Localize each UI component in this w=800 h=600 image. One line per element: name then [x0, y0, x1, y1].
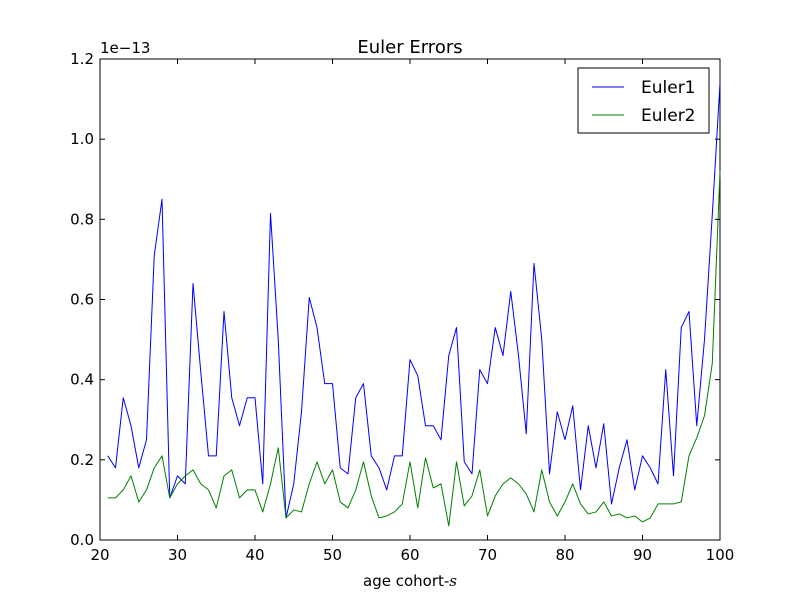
y-scale-offset-label: 1e−13: [100, 39, 150, 57]
x-axis-label-math: s: [449, 572, 457, 590]
series-line-euler2: [107, 171, 721, 527]
x-axis-label: age cohort-s: [363, 572, 457, 590]
plot-area: [99, 58, 721, 541]
x-tick-label: 90: [633, 546, 652, 564]
x-tick-label: 50: [323, 546, 342, 564]
y-tick-label: 1.0: [70, 130, 94, 148]
x-tick-label: 70: [478, 546, 497, 564]
ticks-layer: 20 30 40 50 60 70 80 90 100 0.0 0.2 0.4 0.6 0.8 1.0 1.2: [70, 50, 734, 564]
y-tick-label: 0.6: [70, 291, 94, 309]
legend-label-euler2: Euler2: [641, 106, 696, 126]
x-tick-label: 40: [245, 546, 264, 564]
x-tick-label: 30: [168, 546, 187, 564]
series-line-euler1: [107, 83, 721, 519]
x-tick-label: 80: [555, 546, 574, 564]
x-axis-label-text: age cohort-: [363, 572, 449, 590]
legend-label-euler1: Euler1: [641, 78, 696, 98]
legend: Euler1 Euler2: [577, 67, 710, 134]
x-tick-label: 100: [706, 546, 735, 564]
y-tick-label: 0.8: [70, 210, 94, 228]
chart-title: Euler Errors: [357, 37, 462, 58]
legend-box: [577, 67, 710, 134]
series-layer: [107, 83, 721, 527]
y-tick-label: 0.0: [70, 531, 94, 549]
y-tick-label: 0.2: [70, 451, 94, 469]
x-tick-label: 60: [400, 546, 419, 564]
y-tick-label: 1.2: [70, 50, 94, 68]
x-tick-label: 20: [90, 546, 109, 564]
y-tick-label: 0.4: [70, 371, 94, 389]
